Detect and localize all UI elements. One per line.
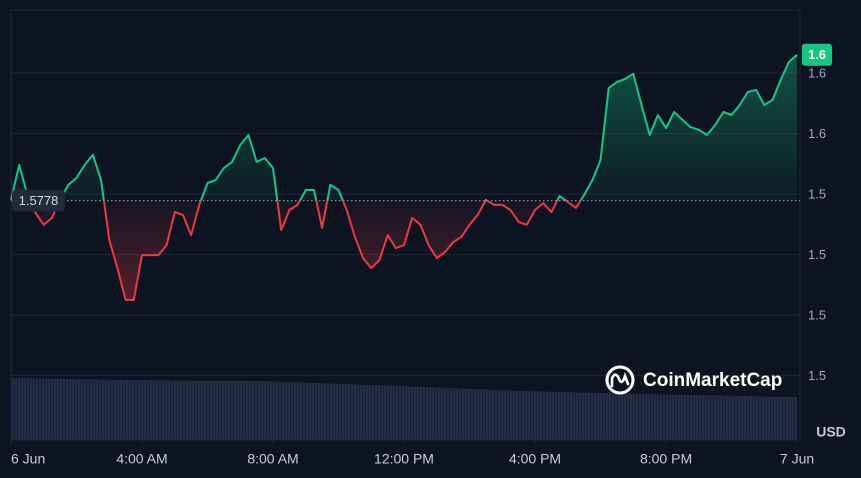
labels: 1.6 1.6 1.5 1.5 1.5 1.5 6 Jun 4:00 AM 8:00 AM 12:… xyxy=(11,43,832,467)
watermark: CoinMarketCap xyxy=(605,365,782,395)
price-area xyxy=(11,54,798,300)
y-tick-label: 1.5 xyxy=(808,307,826,322)
watermark-logo xyxy=(605,365,635,395)
x-tick-label: 12:00 PM xyxy=(374,451,434,467)
baseline-tag xyxy=(12,189,65,212)
watermark-logo-mark xyxy=(610,371,630,388)
current-price-tag xyxy=(802,43,832,66)
x-tick-label: 7 Jun xyxy=(780,451,814,467)
series xyxy=(10,54,800,301)
x-tick-label: 4:00 PM xyxy=(509,451,561,467)
x-tick-label: 6 Jun xyxy=(11,451,45,467)
x-tick-label: 8:00 PM xyxy=(640,451,692,467)
y-tick-label: 1.5 xyxy=(808,368,826,383)
watermark-text: CoinMarketCap xyxy=(643,370,782,391)
y-tick-label: 1.6 xyxy=(808,65,826,80)
price-line xyxy=(10,54,798,301)
current-price-label: 1.6 xyxy=(808,47,826,62)
y-tick-label: 1.5 xyxy=(808,186,826,201)
x-tick-label: 4:00 AM xyxy=(116,451,167,467)
y-tick-label: 1.5 xyxy=(808,247,826,262)
x-tick-label: 8:00 AM xyxy=(247,451,298,467)
baseline-label: 1.5778 xyxy=(19,193,59,208)
currency-label: USD xyxy=(816,424,846,440)
y-tick-label: 1.6 xyxy=(808,126,826,141)
volume-area xyxy=(11,378,797,440)
